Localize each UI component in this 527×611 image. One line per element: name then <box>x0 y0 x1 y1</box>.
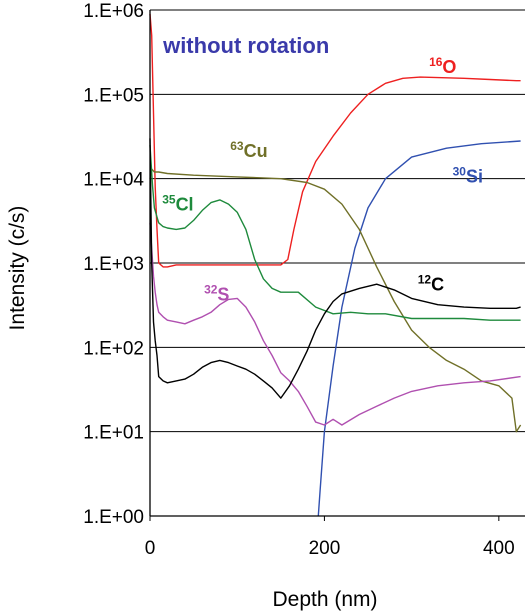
x-tick-label: 400 <box>483 538 515 559</box>
x-tick-label: 200 <box>309 538 341 559</box>
axes <box>149 10 525 521</box>
y-tick-label: 1.E+05 <box>83 85 144 106</box>
series-label-Si: 30Si <box>453 165 483 187</box>
series-line-Cl <box>149 145 521 321</box>
x-tick-label: 0 <box>145 538 156 559</box>
y-tick-label: 1.E+04 <box>83 170 144 191</box>
series-line-S <box>149 222 521 426</box>
chart-title: without rotation <box>162 33 329 58</box>
series-label-C: 12C <box>418 273 444 295</box>
series-label-O: 16O <box>429 55 456 77</box>
series-line-O <box>149 13 521 268</box>
y-tick-label: 1.E+03 <box>83 254 144 275</box>
y-tick-labels: 1.E+00 1.E+01 1.E+02 1.E+03 1.E+04 1.E+05 1.E+… <box>83 1 144 528</box>
series-label-S: 32S <box>204 282 229 304</box>
series-label-Cl: 35Cl <box>162 192 193 214</box>
gridlines <box>150 9 525 433</box>
series-annotations: 16O 30Si 63Cu 35Cl 32S 12C <box>162 55 483 305</box>
x-tick-labels: 0 200 400 <box>145 538 515 559</box>
y-tick-label: 1.E+02 <box>83 338 144 359</box>
x-axis-title: Depth (nm) <box>272 588 377 611</box>
y-axis-title: Intensity (c/s) <box>6 206 29 331</box>
series-line-Si <box>317 140 521 517</box>
series-lines <box>149 13 522 517</box>
series-line-Cu <box>149 168 522 433</box>
series-line-C <box>149 138 521 399</box>
y-tick-label: 1.E+01 <box>83 423 144 444</box>
y-tick-label: 1.E+06 <box>83 1 144 22</box>
series-label-Cu: 63Cu <box>230 139 267 161</box>
y-tick-label: 1.E+00 <box>83 507 144 528</box>
